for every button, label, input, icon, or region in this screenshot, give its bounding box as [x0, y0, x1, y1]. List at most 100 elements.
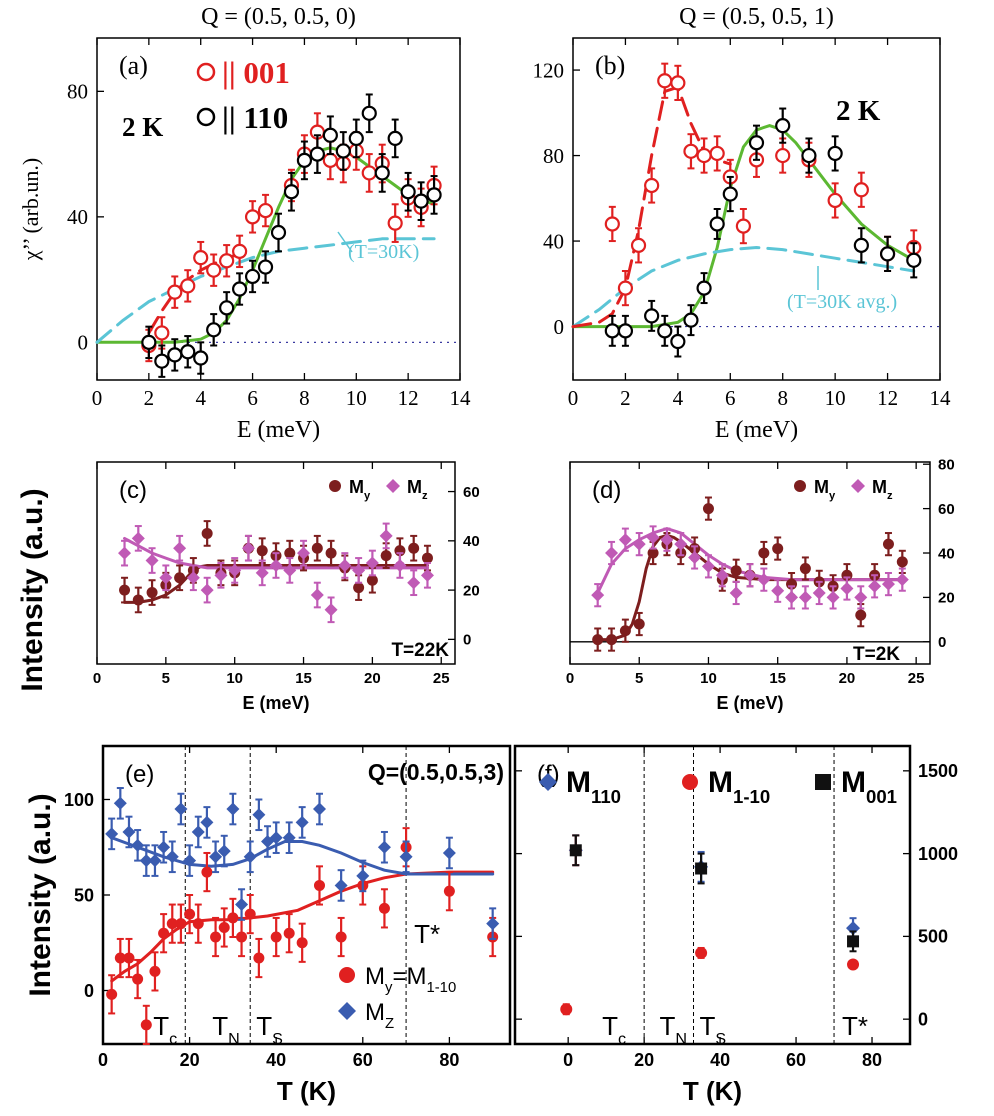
data-point [167, 284, 183, 300]
data-point [882, 538, 894, 550]
data-point [200, 815, 214, 829]
data-point [322, 152, 338, 168]
data-point [847, 935, 860, 948]
y-axis-label: Intensity (a.u.) [24, 793, 57, 996]
data-point [217, 844, 231, 858]
data-point [785, 590, 799, 604]
x-tick-label: 40 [710, 1050, 730, 1070]
data-point [647, 547, 659, 559]
x-tick-label: 80 [862, 1050, 882, 1070]
data-point [283, 563, 297, 577]
transition-label: TS [700, 1011, 727, 1048]
legend-label-part: M [814, 477, 829, 497]
x-tick-label: 10 [700, 670, 717, 687]
data-point [735, 218, 751, 234]
y-tick-label: 0 [84, 981, 94, 1001]
data-point [236, 931, 248, 943]
data-point [270, 931, 282, 943]
legend-label-part: M [872, 477, 887, 497]
legend-label-part: y [385, 980, 393, 996]
legend-label-part: M [365, 999, 385, 1026]
legend-marker [682, 774, 698, 790]
data-point [118, 546, 132, 560]
x-tick-label: 60 [786, 1050, 806, 1070]
data-point [146, 587, 158, 599]
data-point [442, 846, 456, 860]
data-point [244, 268, 261, 285]
data-point [243, 850, 257, 864]
data-point [209, 850, 223, 864]
data-point [387, 130, 403, 147]
panel-e: 0 20 40 60 80 0 50 100 (e) Q=(0.5,0.5,3) T (K) Inte… [24, 744, 512, 1106]
x-tick-label: 25 [908, 670, 925, 687]
data-point [619, 625, 631, 637]
transition-label-part: T* [842, 1011, 868, 1041]
panel-title: Q = (0.5, 0.5, 0) [201, 4, 356, 30]
transition-label: T* [842, 1011, 868, 1041]
data-point [709, 216, 725, 232]
y-tick-label: 20 [463, 582, 480, 599]
data-point [366, 574, 378, 586]
data-point [361, 105, 377, 121]
data-point [244, 209, 261, 225]
data-point [683, 143, 699, 159]
data-point [399, 850, 413, 864]
data-point [140, 1019, 152, 1031]
panel-c: 0 5 10 15 20 25 0 20 40 60 (c) E (meV) Intensity (a.… [16, 461, 480, 713]
transition-label: TN [660, 1011, 688, 1048]
data-point [420, 568, 434, 582]
data-point [338, 558, 352, 572]
data-point [771, 584, 785, 598]
y-tick-label: 60 [463, 484, 480, 501]
data-point [257, 259, 274, 275]
y-tick-label: 60 [938, 501, 955, 518]
legend-label: M1-10 [708, 766, 770, 807]
data-point [297, 546, 311, 560]
data-point [166, 918, 178, 930]
data-point [801, 147, 817, 164]
curve-mz-fit [110, 836, 495, 876]
data-point [868, 579, 882, 593]
data-point [486, 917, 500, 931]
data-point [186, 571, 200, 585]
data-point [695, 862, 708, 875]
data-point [591, 588, 605, 602]
data-point [906, 252, 922, 268]
data-point [159, 571, 173, 585]
legend-label: My=M1-10 [365, 963, 456, 996]
panel-a: 0 2 4 6 8 10 12 14 0 40 80 (a) Q = (0.5, 0.5, 0) E (m… [18, 4, 471, 443]
data-point [183, 854, 197, 868]
data-point [226, 802, 240, 816]
plot-frame [513, 744, 912, 1046]
data-point [132, 973, 144, 985]
legend-label-part: Z [385, 1016, 394, 1032]
legend-marker [851, 479, 865, 493]
data-point [853, 182, 869, 198]
annotation: (T=30K avg.) [787, 291, 897, 313]
data-point [617, 280, 634, 296]
y-tick-label: 40 [543, 229, 564, 253]
legend-label-part: M [708, 766, 733, 799]
data-point [757, 573, 771, 587]
data-point [670, 75, 686, 91]
legend-label-part: 1-10 [733, 786, 770, 807]
data-point [630, 237, 647, 253]
data-point [379, 529, 393, 543]
x-tick-label: 5 [162, 670, 170, 687]
legend-marker [794, 480, 806, 492]
data-point [184, 908, 196, 920]
x-tick-label: 6 [725, 386, 736, 410]
x-tick-label: 2 [144, 386, 155, 410]
data-point [646, 530, 660, 544]
y-tick-label: 20 [938, 590, 955, 607]
data-point [105, 827, 119, 841]
data-point [400, 184, 416, 200]
transition-label-part: T [256, 1011, 272, 1041]
legend-label-part: M [566, 766, 591, 799]
transition-label-part: S [715, 1030, 726, 1048]
plot-frame [96, 461, 456, 665]
data-point [696, 147, 712, 164]
x-tick-label: 10 [226, 670, 243, 687]
data-point [775, 118, 791, 134]
data-point [730, 565, 742, 577]
